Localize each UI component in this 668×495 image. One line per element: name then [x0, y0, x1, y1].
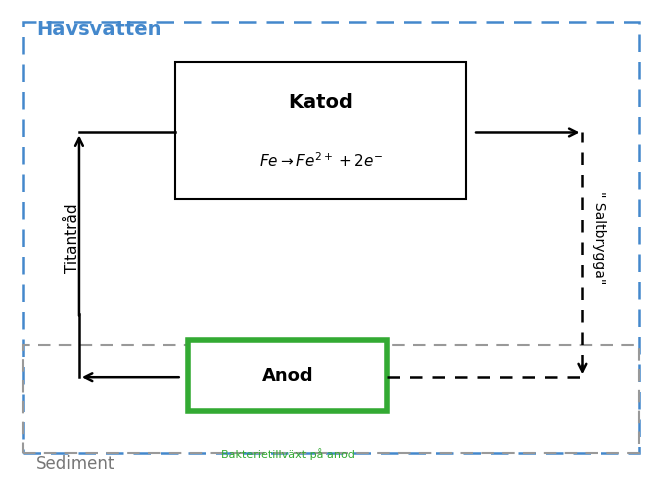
Text: Anod: Anod [262, 367, 313, 385]
Text: " Saltbrygga": " Saltbrygga" [592, 191, 606, 285]
Text: Titantråd: Titantråd [65, 203, 80, 273]
Text: Sediment: Sediment [36, 454, 116, 473]
Text: Havsvatten: Havsvatten [36, 20, 162, 39]
Text: $Fe \rightarrow Fe^{2+} + 2e^{-}$: $Fe \rightarrow Fe^{2+} + 2e^{-}$ [259, 151, 383, 169]
Text: Bakterietillväxt på anod: Bakterietillväxt på anod [220, 448, 355, 460]
Bar [23, 346, 639, 453]
Bar [23, 22, 639, 453]
Text: Katod: Katod [289, 93, 353, 112]
Bar [175, 61, 466, 198]
Bar [188, 341, 387, 411]
